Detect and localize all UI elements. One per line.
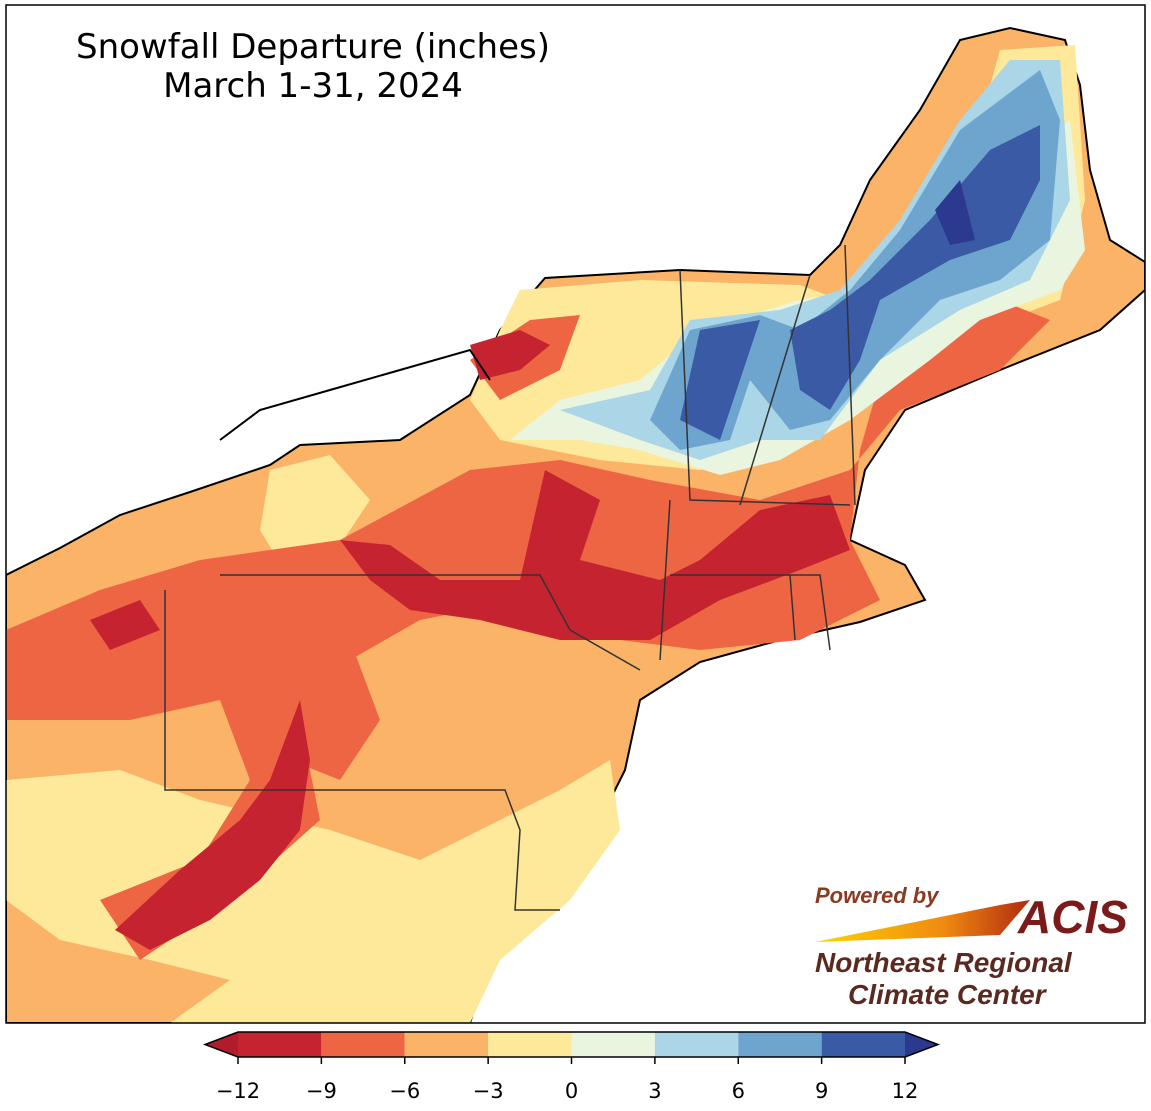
colorbar-tick-label: 0 [565,1079,578,1103]
region [790,125,1040,410]
colorbar-tick-label: −3 [473,1079,504,1103]
colorbar-bin [238,1032,322,1057]
region [470,330,550,380]
colorbar-bin [488,1032,572,1057]
colorbar-tick-label: −12 [216,1079,260,1103]
colorbar-tick-label: −9 [306,1079,337,1103]
region [650,70,1060,450]
boundaries [164,244,856,911]
colorbar-tick-label: 6 [732,1079,745,1103]
map-title: Snowfall Departure (inches) [76,27,550,67]
colorbar-over [905,1032,938,1057]
logo-brand: ACIS [1017,891,1128,943]
map-frame [5,4,1146,1024]
colorbar-tick-label: 12 [892,1079,919,1103]
logo-org-line2: Climate Center [848,979,1048,1010]
colorbar-under [205,1032,238,1057]
colorbar-bin [321,1032,405,1057]
region [340,470,850,640]
lake-shore [219,348,491,441]
colorbar-bin [821,1032,905,1057]
region [90,600,160,650]
logo-swoosh [815,900,1030,942]
logo: Powered by ACIS Northeast Regional Clima… [815,883,1128,1010]
colorbar-tick-label: 9 [815,1079,828,1103]
colorbar-bin [738,1032,822,1057]
colorbar: −12 −9 −6 −3 0 3 6 9 12 [202,1031,941,1103]
colorbar-tick-label: 3 [648,1079,661,1103]
colorbar-bin [654,1032,739,1057]
region [115,700,310,950]
map [6,26,1145,1023]
logo-powered-by: Powered by [815,883,940,908]
region [935,180,975,245]
region [6,760,620,1023]
colorbar-tick-label: −6 [389,1079,420,1103]
region [680,320,760,440]
colorbar-bin [404,1032,489,1057]
logo-org-line1: Northeast Regional [815,947,1073,978]
map-subtitle: March 1-31, 2024 [163,66,463,106]
colorbar-bin [571,1032,655,1057]
